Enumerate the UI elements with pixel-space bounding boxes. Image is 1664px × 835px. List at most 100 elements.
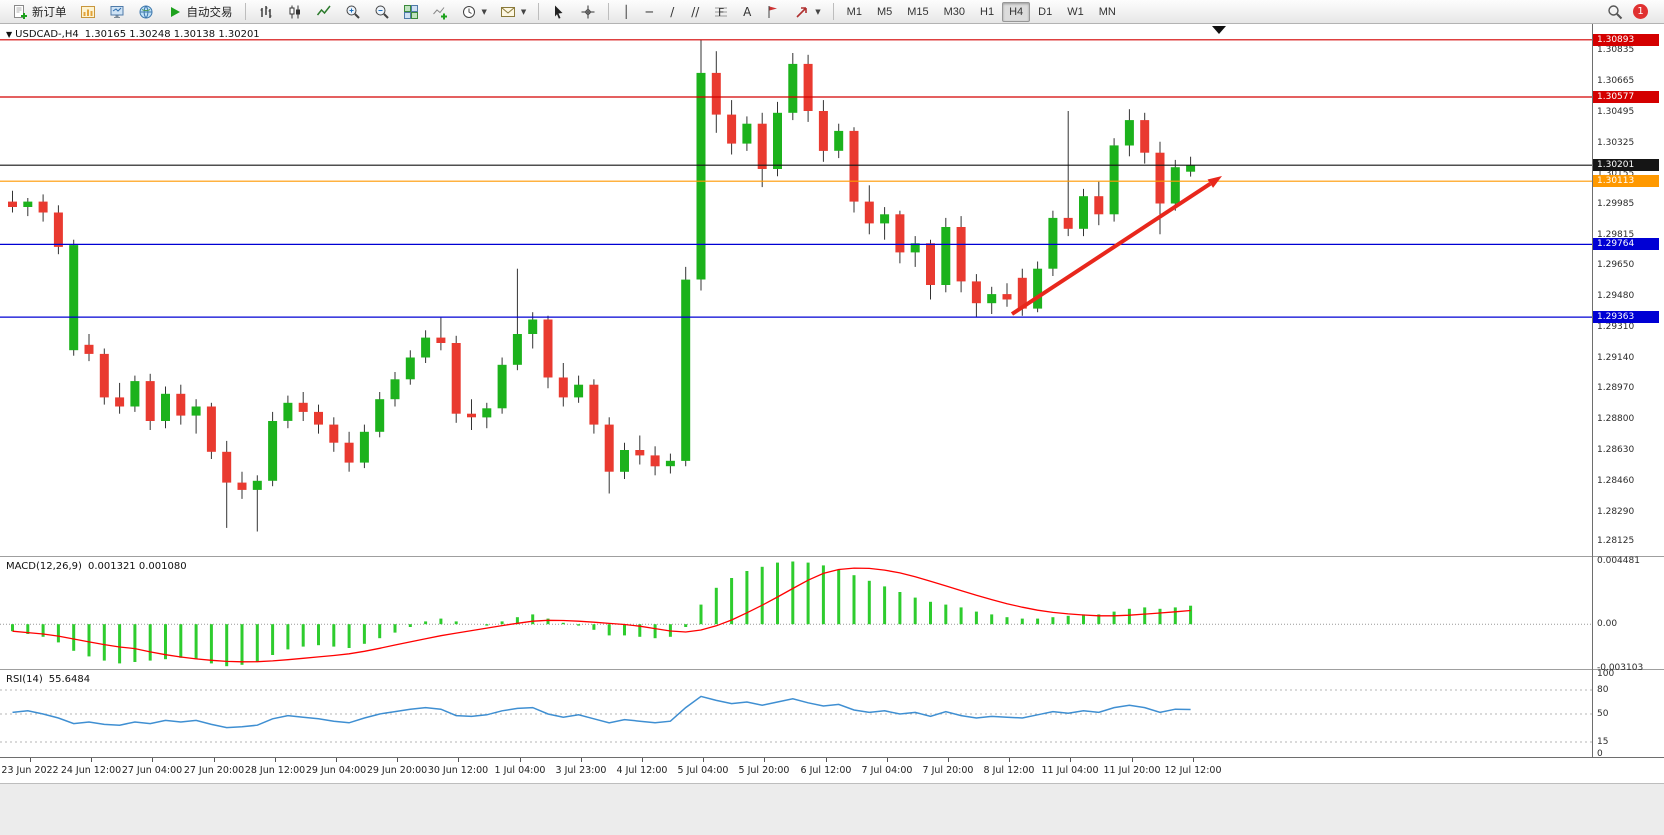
time-tick <box>1193 758 1194 762</box>
crosshair-tool-button[interactable] <box>574 1 602 22</box>
macd-indicator[interactable] <box>0 557 1592 669</box>
svg-text:F: F <box>718 6 724 19</box>
rsi-scale-label: 100 <box>1597 669 1615 679</box>
tile-windows-button[interactable] <box>397 1 425 22</box>
search-icon[interactable] <box>1607 4 1623 20</box>
market-watch-button[interactable] <box>132 1 160 22</box>
time-tick <box>581 758 582 762</box>
profiles-button[interactable] <box>103 1 131 22</box>
time-tick <box>214 758 215 762</box>
new-chart-icon <box>80 5 95 18</box>
macd-signal-line <box>12 567 1191 663</box>
toolbar-separator <box>244 3 246 20</box>
timeframe-m15[interactable]: M15 <box>900 2 935 22</box>
zoom-out-icon <box>375 5 389 19</box>
time-label: 24 Jun 12:00 <box>60 765 122 776</box>
price-scale-label: 1.29985 <box>1597 199 1635 209</box>
label-tool-button[interactable] <box>759 1 787 22</box>
timeframe-w1[interactable]: W1 <box>1060 2 1091 22</box>
monitor-icon <box>110 5 123 18</box>
new-chart-button[interactable] <box>74 1 102 22</box>
new-order-button[interactable]: 新订单 <box>6 1 73 22</box>
price-line-label: 1.30577 <box>1593 91 1659 103</box>
fibonacci-tool-button[interactable]: F <box>707 1 735 22</box>
price-scale-label: 1.28460 <box>1597 476 1635 486</box>
bar-chart-button[interactable] <box>252 1 280 22</box>
fibonacci-icon: F <box>715 6 728 19</box>
quick-trade-toggle-icon[interactable]: ▼ <box>6 30 13 39</box>
trend-arrow-annotation[interactable] <box>1010 176 1222 316</box>
candlestick-chart-button[interactable] <box>281 1 309 22</box>
price-scale-label: 1.30325 <box>1597 138 1635 148</box>
new-order-label: 新订单 <box>32 4 67 19</box>
timeframe-m5[interactable]: M5 <box>870 2 899 22</box>
time-label: 1 Jul 04:00 <box>494 765 546 776</box>
pane-separator[interactable] <box>0 556 1664 557</box>
time-tick <box>1070 758 1071 762</box>
channel-tool-button[interactable]: // <box>684 1 706 22</box>
timeframe-h4[interactable]: H4 <box>1002 1 1031 22</box>
periods-button[interactable]: ▼ <box>455 1 493 22</box>
autotrading-button[interactable]: 自动交易 <box>161 1 239 22</box>
text-icon: A <box>743 4 752 19</box>
notification-badge[interactable]: 1 <box>1633 4 1648 19</box>
chart-area: 1.30835 1.30665 1.30495 1.30325 1.30155 1.299… <box>0 24 1664 783</box>
time-label: 28 Jun 12:00 <box>244 765 306 776</box>
price-scale-label: 1.29480 <box>1597 291 1635 301</box>
time-tick <box>336 758 337 762</box>
line-chart-button[interactable] <box>310 1 338 22</box>
chevron-down-icon: ▼ <box>520 7 527 16</box>
ohlc-values: 1.30165 1.30248 1.30138 1.30201 <box>84 29 260 40</box>
price-scale-label: 1.30835 <box>1597 45 1635 55</box>
vertical-line-tool-button[interactable]: │ <box>615 1 637 22</box>
time-label: 30 Jun 12:00 <box>427 765 489 776</box>
rsi-value: 55.6484 <box>48 674 91 685</box>
toolbar-separator <box>832 3 834 20</box>
symbol-period-label: USDCAD-,H4 <box>15 29 79 40</box>
price-scale-label: 1.29140 <box>1597 353 1635 363</box>
timeframe-d1[interactable]: D1 <box>1031 2 1059 22</box>
macd-scale-label: 0.004481 <box>1597 556 1640 566</box>
timeframe-mn[interactable]: MN <box>1092 2 1123 22</box>
price-scale-separator <box>1592 24 1593 783</box>
time-label: 7 Jul 20:00 <box>922 765 974 776</box>
label-flag-icon <box>768 5 778 18</box>
text-tool-button[interactable]: A <box>736 1 758 22</box>
trendline-tool-button[interactable]: / <box>661 1 683 22</box>
time-axis[interactable]: 23 Jun 2022 24 Jun 12:00 27 Jun 04:00 27 Ju… <box>0 757 1664 783</box>
globe-icon <box>139 5 152 18</box>
time-label: 5 Jul 04:00 <box>677 765 729 776</box>
zoom-in-icon <box>346 5 360 19</box>
time-label: 12 Jul 12:00 <box>1164 765 1222 776</box>
pane-separator[interactable] <box>0 669 1664 670</box>
cursor-tool-button[interactable] <box>545 1 573 22</box>
time-tick <box>948 758 949 762</box>
clock-icon <box>462 5 475 18</box>
horizontal-lines-group[interactable] <box>0 39 1592 318</box>
templates-button[interactable]: ▼ <box>494 1 532 22</box>
crosshair-icon <box>581 5 595 18</box>
rsi-scale-label: 15 <box>1597 737 1609 747</box>
shapes-tool-button[interactable]: ▼ <box>788 1 826 22</box>
chart-shift-marker[interactable] <box>1212 26 1226 34</box>
timeframe-m30[interactable]: M30 <box>937 2 972 22</box>
time-tick <box>1009 758 1010 762</box>
time-tick <box>520 758 521 762</box>
timeframe-h1[interactable]: H1 <box>973 2 1001 22</box>
price-scale-label: 1.28630 <box>1597 445 1635 455</box>
price-chart[interactable] <box>0 24 1592 556</box>
chart-title: ▼ USDCAD-,H4 1.30165 1.30248 1.30138 1.302… <box>6 29 260 40</box>
horizontal-line-tool-button[interactable]: ─ <box>638 1 660 22</box>
candles-group <box>8 39 1196 532</box>
macd-histogram <box>11 561 1193 667</box>
zoom-out-button[interactable] <box>368 1 396 22</box>
indicators-button[interactable] <box>426 1 454 22</box>
bar-chart-icon <box>260 5 271 18</box>
rsi-indicator[interactable] <box>0 670 1592 757</box>
time-tick <box>887 758 888 762</box>
autotrading-play-icon <box>170 6 180 17</box>
timeframe-m1[interactable]: M1 <box>840 2 869 22</box>
zoom-in-button[interactable] <box>339 1 367 22</box>
macd-scale-label: 0.00 <box>1597 619 1618 629</box>
